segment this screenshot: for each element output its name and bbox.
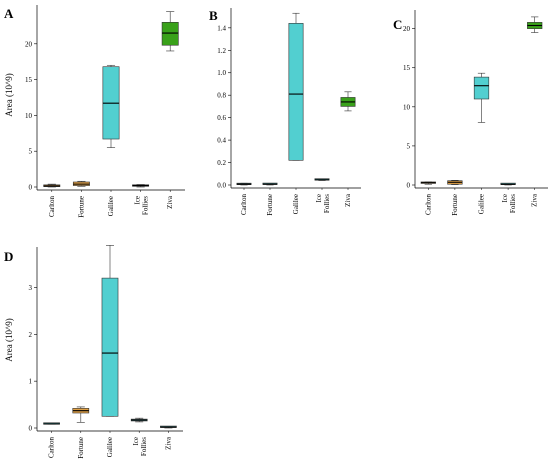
box-iqr: [473, 76, 490, 100]
x-tick-label: Fortune: [451, 194, 459, 216]
box-iqr: [288, 23, 304, 161]
box-galilee: [288, 12, 304, 161]
box-carlton: [236, 182, 252, 186]
y-tick-label: 0.8: [217, 92, 226, 100]
box-carlton: [43, 183, 61, 188]
x-tick-label: Carlton: [240, 194, 248, 215]
y-tick-label: 0.6: [217, 114, 226, 122]
x-tick-label: Galilee: [106, 437, 114, 457]
x-tick-label: Ziva: [531, 193, 539, 207]
box-fortune: [447, 180, 463, 185]
x-tick-label: IceFollies: [315, 194, 331, 213]
box-iqr: [101, 277, 119, 417]
x-tick-label: Ziva: [166, 195, 174, 209]
x-tick-label: Galilee: [107, 196, 115, 216]
box-ziva: [161, 11, 179, 52]
panel-C: C 0 5 10 15 20 Carlton Fortune Galilee IceFollies…: [393, 10, 548, 216]
y-tick-label: 1.4: [217, 24, 226, 32]
box-carlton: [43, 422, 60, 425]
box-fortune: [262, 182, 278, 186]
y-tick-label: 1.2: [217, 47, 226, 55]
y-tick-label: 1: [29, 378, 33, 386]
x-tick-label: Carlton: [48, 196, 56, 217]
x-tick-label: Fortune: [77, 196, 85, 218]
box-galilee: [102, 64, 120, 148]
y-tick-label: 20: [25, 40, 33, 48]
x-tick-label: Galilee: [292, 194, 300, 214]
box-ice-follies: [500, 182, 516, 186]
box-ice-follies: [314, 178, 330, 181]
y-tick-label: 1.0: [217, 69, 226, 77]
panel-B: B 0.0 0.2 0.4 0.6 0.8 1.0 1.2 1.4 Carlton Fortune G…: [209, 8, 361, 216]
panel-letter: A: [4, 6, 14, 21]
x-tick-label: IceFollies: [132, 437, 148, 456]
box-carlton: [420, 181, 436, 185]
box-ice-follies: [132, 184, 150, 188]
box-galilee: [101, 245, 119, 417]
y-tick-label: 0.2: [217, 159, 226, 167]
y-tick-label: 0.0: [217, 182, 226, 190]
box-ziva: [527, 16, 543, 33]
y-tick-label: 2: [29, 331, 33, 339]
x-tick-label: Carlton: [48, 437, 56, 458]
panel-D: D 0 1 2 3 Area (10^9) Carlton Fortune Galilee Ice…: [4, 245, 183, 459]
box-galilee: [473, 72, 490, 123]
y-tick-label: 10: [403, 103, 411, 111]
x-tick-label: Carlton: [424, 194, 432, 215]
y-tick-label: 20: [403, 25, 411, 33]
y-axis-label: Area (10^9): [4, 73, 14, 116]
box-iqr: [161, 22, 179, 46]
x-tick-label: Galilee: [478, 194, 486, 214]
y-tick-label: 0: [29, 425, 33, 433]
y-tick-label: 5: [29, 148, 33, 156]
panel-letter: B: [209, 8, 218, 23]
x-tick-label: IceFollies: [501, 194, 517, 213]
panel-letter: D: [4, 249, 13, 264]
y-tick-label: 15: [403, 64, 411, 72]
x-tick-label: Ziva: [164, 436, 172, 450]
y-tick-label: 5: [407, 142, 411, 150]
box-fortune: [72, 180, 90, 187]
x-tick-label: IceFollies: [134, 196, 150, 215]
box-ice-follies: [130, 417, 148, 423]
y-tick-label: 10: [25, 112, 33, 120]
x-tick-label: Ziva: [344, 193, 352, 207]
y-tick-label: 0: [29, 184, 33, 192]
panel-A: A 0 5 10 15 20 Area (10^9) Carlton Fortune Galile…: [4, 5, 185, 218]
box-ziva: [340, 91, 356, 112]
box-fortune: [72, 406, 90, 423]
y-tick-label: 3: [29, 284, 33, 292]
x-tick-label: Fortune: [266, 194, 274, 216]
y-tick-label: 0: [407, 182, 411, 190]
panel-letter: C: [393, 17, 402, 32]
box-ziva: [160, 425, 177, 429]
y-axis-label: Area (10^9): [4, 318, 14, 361]
y-tick-label: 15: [25, 76, 33, 84]
y-tick-label: 0.4: [217, 137, 226, 145]
x-tick-label: Fortune: [77, 437, 85, 459]
